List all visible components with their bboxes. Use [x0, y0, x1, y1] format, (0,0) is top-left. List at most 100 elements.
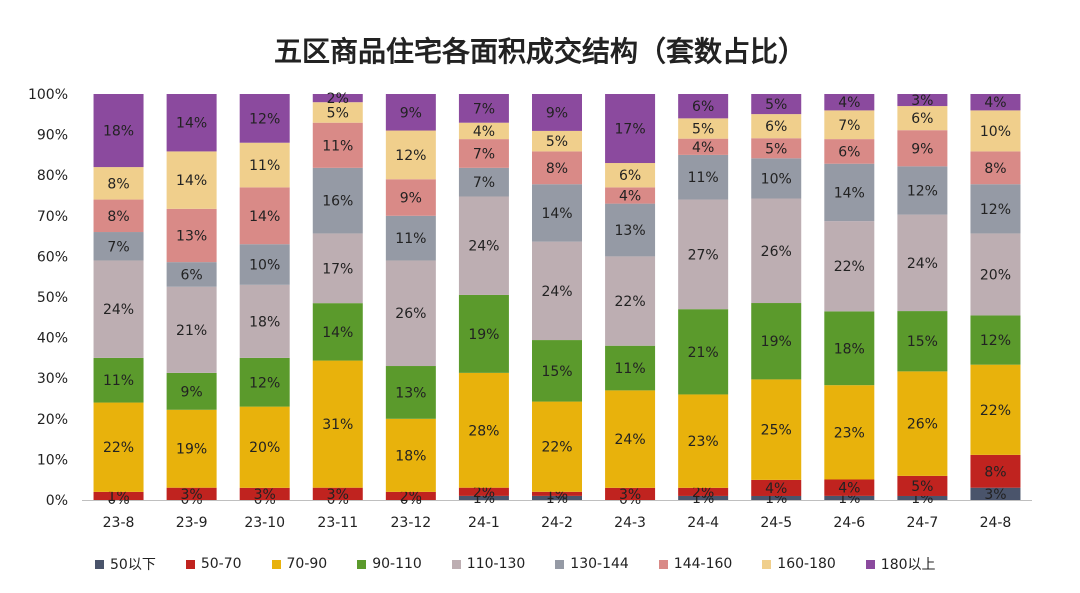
data-label: 5% [692, 122, 714, 138]
data-label: 13% [176, 228, 207, 244]
x-tick-label: 24-5 [760, 515, 792, 531]
data-label: 15% [541, 364, 572, 380]
data-label: 22% [980, 403, 1011, 419]
bar-segment [385, 491, 436, 500]
y-tick-label: 50% [37, 290, 68, 306]
data-label: 20% [980, 267, 1011, 283]
bar-segment [897, 166, 948, 215]
bar-segment [385, 94, 436, 131]
bar-segment [605, 203, 656, 257]
data-label: 5% [911, 479, 933, 495]
bar-segment [751, 114, 802, 139]
legend-label: 180以上 [880, 557, 936, 573]
bar-segment [751, 303, 802, 380]
data-label: 2% [692, 485, 714, 501]
legend-label: 50以下 [110, 557, 156, 573]
data-label: 9% [400, 191, 422, 207]
data-label: 3% [181, 487, 203, 503]
y-tick-label: 10% [37, 452, 68, 468]
bar-segment [751, 94, 802, 115]
legend-item: 90-110 [357, 554, 422, 574]
data-label: 6% [181, 267, 203, 283]
data-label: 7% [473, 175, 495, 191]
bar-segment [458, 487, 509, 496]
legend-swatch [555, 559, 565, 569]
data-label: 18% [395, 448, 426, 464]
bar-segment [970, 184, 1021, 234]
bar-segment [239, 94, 290, 143]
data-label: 22% [541, 440, 572, 456]
data-label: 9% [546, 105, 568, 121]
bar-segment [532, 130, 582, 152]
data-label: 16% [322, 194, 353, 210]
bar-segment [93, 357, 144, 403]
x-tick-label: 23-9 [176, 515, 208, 531]
data-label: 1% [107, 489, 129, 505]
bar-segment [678, 394, 729, 488]
bar-segment [824, 221, 875, 312]
data-label: 11% [395, 231, 426, 247]
y-tick-label: 40% [37, 331, 68, 347]
bar-segment [824, 479, 875, 496]
bar-segment [751, 495, 802, 500]
legend-label: 50-70 [200, 556, 242, 572]
x-tick-label: 24-6 [833, 515, 865, 531]
data-label: 26% [395, 306, 426, 322]
bar-segment [93, 94, 144, 168]
bar-segment [751, 198, 802, 304]
bar-segment [312, 360, 363, 488]
bar-segment [678, 154, 729, 200]
data-label: 4% [838, 481, 860, 497]
legend-label: 70-90 [286, 556, 328, 572]
legend-item: 180以上 [865, 554, 936, 574]
data-label: 14% [176, 173, 207, 189]
bar-segment [166, 262, 217, 287]
bar-segment [239, 357, 290, 407]
data-label: 11% [103, 373, 134, 389]
bar-segment [970, 364, 1021, 455]
bar-segment [970, 487, 1021, 500]
bar-segment [239, 142, 290, 188]
data-label: 7% [107, 239, 129, 255]
bar-segment [824, 94, 875, 111]
data-label: 28% [468, 423, 499, 439]
bar-segment [678, 495, 729, 500]
data-label: 4% [984, 95, 1006, 111]
bar-segment [678, 138, 729, 155]
bar-segment [897, 311, 948, 372]
data-label: 4% [838, 95, 860, 111]
bar-segment [93, 232, 144, 261]
bar-segment [678, 199, 729, 310]
x-tick-label: 24-8 [980, 515, 1012, 531]
legend-item: 130-144 [555, 554, 629, 574]
bar-segment [239, 284, 290, 358]
y-tick-label: 100% [28, 87, 68, 103]
bar-segment [751, 158, 802, 199]
data-label: 18% [834, 341, 865, 357]
bar-segment [166, 151, 217, 209]
data-label: 5% [765, 141, 787, 157]
bar-segment [605, 94, 656, 164]
bar-segment [239, 406, 290, 488]
bar-segment [312, 303, 363, 361]
data-label: 9% [400, 105, 422, 121]
legend-label: 90-110 [372, 556, 422, 572]
bar-segment [385, 260, 436, 367]
data-label: 11% [688, 170, 719, 186]
data-label: 10% [249, 258, 280, 274]
legend-swatch [357, 559, 367, 569]
data-label: 4% [692, 140, 714, 156]
data-label: 4% [765, 481, 787, 497]
data-label: 9% [911, 141, 933, 157]
data-label: 21% [688, 345, 719, 361]
bar-segment [970, 315, 1021, 365]
data-label: 3% [911, 93, 933, 109]
data-label: 19% [176, 442, 207, 458]
data-label: 9% [181, 384, 203, 400]
bar-segment [751, 379, 802, 480]
bar-segment [897, 214, 948, 312]
x-tick-label: 24-3 [614, 515, 646, 531]
bar-segment [605, 256, 656, 346]
bar-segment [385, 418, 436, 492]
